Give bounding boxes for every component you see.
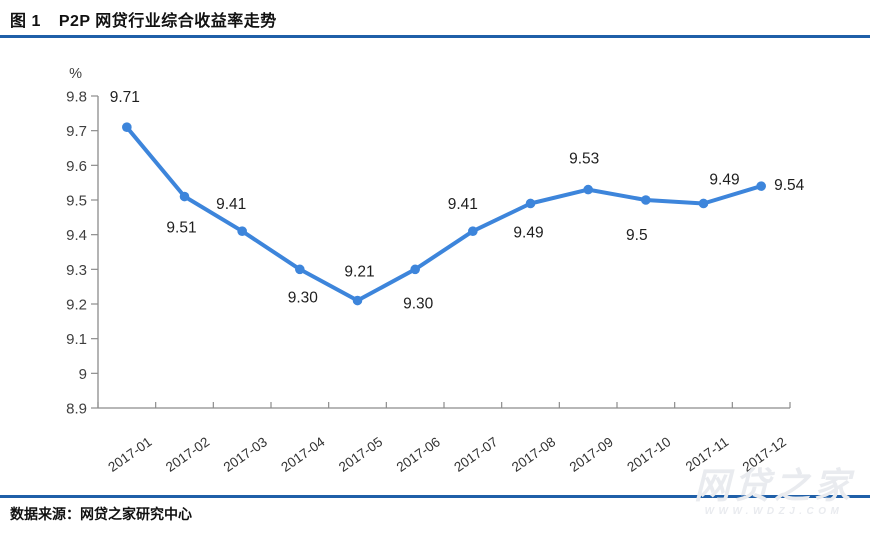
svg-text:2017-04: 2017-04 xyxy=(278,434,328,475)
svg-text:9.71: 9.71 xyxy=(110,89,140,106)
svg-text:9.6: 9.6 xyxy=(66,158,87,175)
svg-text:2017-11: 2017-11 xyxy=(683,434,731,474)
svg-text:9.5: 9.5 xyxy=(626,227,648,244)
figure-number: 图 1 xyxy=(10,13,41,30)
figure-title: 图 1 P2P 网贷行业综合收益率走势 xyxy=(10,7,277,31)
svg-text:9.3: 9.3 xyxy=(66,262,87,279)
svg-text:2017-07: 2017-07 xyxy=(451,434,500,475)
svg-text:2017-03: 2017-03 xyxy=(221,434,270,475)
svg-text:8.9: 8.9 xyxy=(66,401,87,418)
svg-text:9.49: 9.49 xyxy=(513,224,543,241)
svg-text:9.7: 9.7 xyxy=(66,123,87,140)
svg-text:9.4: 9.4 xyxy=(66,227,87,244)
svg-text:9.5: 9.5 xyxy=(66,193,87,210)
svg-text:9.54: 9.54 xyxy=(774,177,805,194)
svg-text:9.30: 9.30 xyxy=(288,289,319,306)
svg-text:2017-01: 2017-01 xyxy=(105,434,154,475)
svg-text:2017-10: 2017-10 xyxy=(624,434,673,475)
svg-text:2017-06: 2017-06 xyxy=(394,434,443,475)
svg-text:9.1: 9.1 xyxy=(66,331,87,348)
svg-text:2017-02: 2017-02 xyxy=(163,434,212,475)
svg-text:9.41: 9.41 xyxy=(448,196,478,213)
svg-text:9.49: 9.49 xyxy=(709,171,739,188)
svg-text:2017-05: 2017-05 xyxy=(336,434,385,475)
svg-text:2017-12: 2017-12 xyxy=(740,434,789,475)
svg-text:9: 9 xyxy=(79,366,87,383)
svg-text:%: % xyxy=(69,66,82,82)
svg-text:2017-09: 2017-09 xyxy=(567,434,616,475)
svg-text:9.51: 9.51 xyxy=(166,220,196,237)
top-divider xyxy=(0,35,870,38)
svg-text:9.41: 9.41 xyxy=(216,196,246,213)
source-note: 数据来源：网贷之家研究中心 xyxy=(10,506,192,522)
svg-text:9.30: 9.30 xyxy=(403,295,434,312)
svg-text:9.21: 9.21 xyxy=(344,264,374,281)
svg-text:9.2: 9.2 xyxy=(66,297,87,314)
bottom-divider xyxy=(0,495,870,498)
svg-text:2017-08: 2017-08 xyxy=(509,434,558,475)
svg-text:9.8: 9.8 xyxy=(66,89,87,106)
svg-text:9.53: 9.53 xyxy=(569,151,599,168)
figure-name: P2P 网贷行业综合收益率走势 xyxy=(58,13,277,30)
